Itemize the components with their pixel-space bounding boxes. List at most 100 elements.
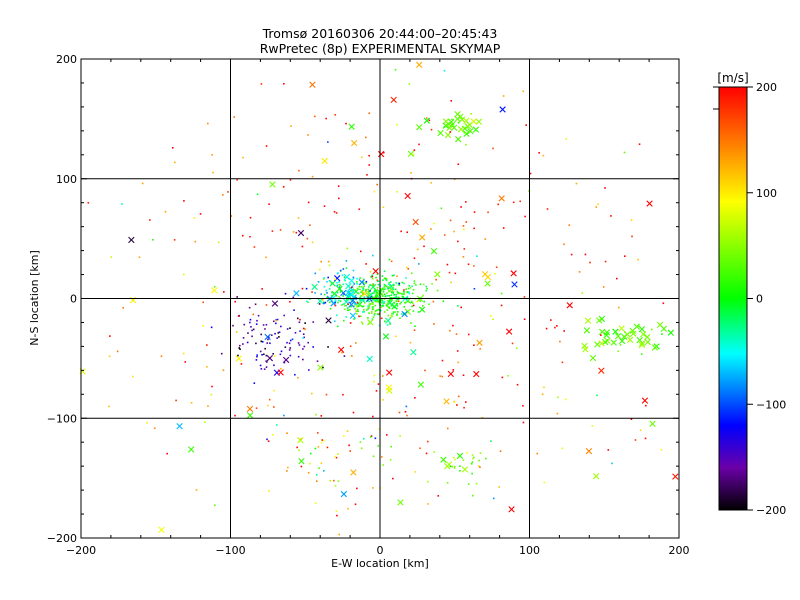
- data-point: [328, 288, 331, 290]
- data-point: [247, 332, 249, 334]
- data-point: [310, 392, 313, 395]
- data-point: [378, 300, 380, 303]
- data-point-x: [331, 290, 338, 297]
- data-point: [399, 317, 401, 320]
- data-point: [237, 315, 240, 317]
- data-point: [289, 354, 292, 357]
- data-point: [660, 448, 663, 451]
- data-point: [453, 401, 456, 404]
- data-point: [397, 298, 400, 301]
- data-point: [175, 399, 177, 402]
- data-point: [109, 335, 111, 337]
- data-point: [370, 312, 373, 315]
- data-point: [347, 294, 350, 296]
- data-point: [395, 296, 397, 299]
- data-point: [275, 319, 277, 322]
- data-point: [365, 309, 368, 311]
- data-point-x: [350, 469, 357, 476]
- data-point: [174, 161, 176, 164]
- data-point: [304, 328, 306, 330]
- data-point: [319, 268, 321, 271]
- data-point: [500, 304, 503, 307]
- data-point: [377, 445, 380, 447]
- data-point: [490, 440, 492, 442]
- data-point: [341, 274, 344, 276]
- data-point: [495, 266, 498, 269]
- data-point: [322, 366, 324, 369]
- data-point: [342, 295, 345, 297]
- data-point: [381, 305, 383, 307]
- data-point: [233, 116, 236, 118]
- data-point: [372, 296, 375, 299]
- data-point: [276, 318, 279, 321]
- y-tick-label: 200: [56, 53, 77, 66]
- data-point: [353, 283, 355, 285]
- data-point: [265, 256, 267, 259]
- data-point-x: [603, 332, 610, 339]
- data-point: [389, 284, 392, 286]
- data-point: [470, 112, 472, 115]
- data-point: [380, 299, 383, 302]
- data-point: [289, 339, 292, 342]
- data-point: [365, 282, 367, 285]
- data-point: [335, 510, 338, 512]
- data-point: [355, 310, 357, 313]
- data-point: [265, 145, 268, 147]
- data-point-x: [633, 323, 640, 330]
- data-point: [383, 285, 386, 288]
- data-point-x: [589, 354, 597, 362]
- colorbar-tick-label: −100: [756, 398, 786, 411]
- data-point-x: [505, 328, 513, 335]
- data-point: [561, 361, 564, 364]
- data-point: [382, 304, 384, 306]
- data-point: [387, 314, 390, 317]
- data-point: [405, 288, 407, 291]
- data-point: [339, 300, 342, 302]
- data-point: [557, 396, 559, 399]
- data-point: [288, 349, 291, 351]
- data-point: [479, 466, 481, 468]
- data-point: [265, 366, 268, 368]
- data-point-x: [640, 330, 647, 338]
- data-point: [266, 438, 268, 441]
- data-point-x: [309, 81, 316, 88]
- data-point: [492, 497, 495, 500]
- data-point: [414, 397, 416, 399]
- data-point: [323, 276, 325, 279]
- data-point: [206, 366, 208, 368]
- data-point: [372, 455, 375, 458]
- x-tick-label: −200: [66, 544, 96, 557]
- data-point: [255, 323, 258, 325]
- data-point: [416, 248, 419, 251]
- data-point: [466, 451, 468, 454]
- data-point: [279, 229, 282, 231]
- data-point: [343, 276, 346, 279]
- data-point: [87, 202, 90, 204]
- data-point-x: [498, 195, 505, 202]
- data-point: [475, 482, 478, 485]
- data-point-x: [416, 124, 423, 131]
- data-point: [529, 172, 532, 175]
- data-point: [368, 112, 371, 115]
- data-point: [383, 277, 386, 280]
- data-point-x: [321, 157, 328, 165]
- data-point: [380, 302, 383, 304]
- data-point: [479, 348, 481, 350]
- data-point: [413, 329, 416, 331]
- data-point: [331, 291, 333, 294]
- data-point: [386, 304, 389, 307]
- data-point-x: [298, 458, 305, 465]
- data-point: [385, 303, 388, 306]
- data-point: [336, 282, 338, 284]
- data-point-x: [472, 126, 480, 133]
- data-point: [352, 269, 355, 272]
- data-point: [516, 383, 519, 386]
- data-point: [460, 206, 462, 208]
- data-point: [248, 306, 251, 309]
- data-point: [314, 292, 316, 294]
- data-point: [575, 182, 578, 185]
- data-point: [639, 429, 642, 432]
- data-point: [358, 315, 360, 318]
- data-point: [262, 324, 265, 326]
- data-point: [299, 330, 301, 332]
